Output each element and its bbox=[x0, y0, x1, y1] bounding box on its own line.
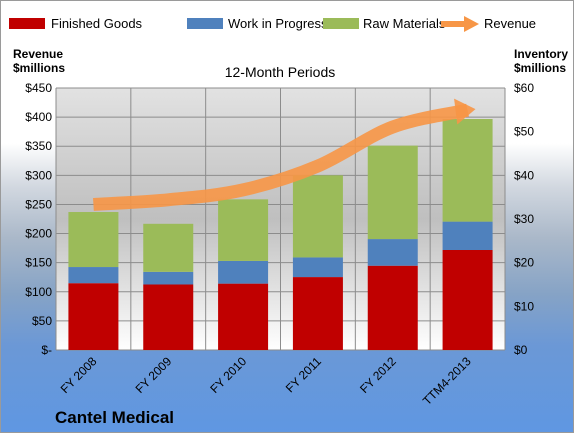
revenue-line-layer bbox=[93, 98, 476, 211]
bar-finished-goods bbox=[367, 265, 418, 350]
bar-raw-materials bbox=[367, 145, 418, 240]
bar-work-in-progress bbox=[143, 271, 194, 285]
left-tick-label: $100 bbox=[25, 285, 52, 299]
right-tick-label: $50 bbox=[514, 125, 534, 139]
company-name: Cantel Medical bbox=[55, 408, 174, 427]
left-tick-label: $250 bbox=[25, 197, 52, 211]
left-tick-label: $150 bbox=[25, 256, 52, 270]
left-tick-label: $50 bbox=[32, 314, 52, 328]
right-axis-title-line1: Inventory bbox=[514, 47, 568, 61]
x-tick-label: TTM4-2013 bbox=[420, 354, 474, 408]
bar-finished-goods bbox=[68, 283, 119, 350]
right-tick-label: $10 bbox=[514, 299, 534, 313]
legend-swatch-work-in-progress bbox=[187, 18, 223, 29]
bar-raw-materials bbox=[292, 175, 343, 258]
left-tick-label: $300 bbox=[25, 168, 52, 182]
left-tick-label: $350 bbox=[25, 139, 52, 153]
bar-finished-goods bbox=[218, 283, 269, 350]
left-axis-title-line2: $millions bbox=[13, 61, 65, 75]
right-axis-ticks: $0 $10 $20 $30 $40 $50 $60 bbox=[514, 81, 534, 357]
x-tick-label: FY 2009 bbox=[133, 354, 175, 396]
revenue-line bbox=[93, 103, 470, 211]
bar-raw-materials bbox=[143, 223, 194, 272]
bar-finished-goods bbox=[442, 250, 493, 350]
left-axis-ticks: $- $50 $100 $150 $200 $250 $300 $350 $400 $450 bbox=[25, 81, 52, 357]
right-axis-title-line2: $millions bbox=[514, 61, 566, 75]
left-tick-label: $450 bbox=[25, 81, 52, 95]
legend-swatch-finished-goods bbox=[9, 18, 45, 29]
left-tick-label: $400 bbox=[25, 110, 52, 124]
chart-subtitle: 12-Month Periods bbox=[225, 64, 336, 80]
x-tick-label: FY 2010 bbox=[207, 354, 249, 396]
left-axis-title-line1: Revenue bbox=[13, 47, 63, 61]
bar-work-in-progress bbox=[292, 257, 343, 278]
right-tick-label: $40 bbox=[514, 168, 534, 182]
bar-work-in-progress bbox=[218, 260, 269, 284]
bar-raw-materials bbox=[442, 119, 493, 222]
legend-swatch-raw-materials bbox=[323, 18, 359, 29]
bar-raw-materials bbox=[218, 199, 269, 261]
x-tick-label: FY 2008 bbox=[58, 354, 100, 396]
legend-label-work-in-progress: Work in Progress bbox=[228, 16, 328, 31]
right-tick-label: $30 bbox=[514, 212, 534, 226]
bar-finished-goods bbox=[143, 284, 194, 350]
bar-work-in-progress bbox=[367, 239, 418, 266]
legend-swatch-revenue bbox=[441, 16, 479, 32]
bar-finished-goods bbox=[292, 277, 343, 350]
right-tick-label: $60 bbox=[514, 81, 534, 95]
legend: Finished Goods Work in Progress Raw Mate… bbox=[9, 16, 536, 32]
bars bbox=[68, 119, 493, 350]
legend-label-finished-goods: Finished Goods bbox=[51, 16, 143, 31]
bar-raw-materials bbox=[68, 212, 119, 268]
bar-work-in-progress bbox=[442, 221, 493, 251]
x-tick-label: FY 2011 bbox=[283, 354, 324, 395]
right-tick-label: $0 bbox=[514, 343, 528, 357]
right-tick-label: $20 bbox=[514, 256, 534, 270]
left-tick-label: $- bbox=[41, 343, 52, 357]
legend-label-raw-materials: Raw Materials bbox=[363, 16, 446, 31]
x-tick-label: FY 2012 bbox=[357, 354, 399, 396]
x-axis-ticks: FY 2008 FY 2009 FY 2010 FY 2011 FY 2012 TTM4-… bbox=[58, 354, 474, 408]
left-tick-label: $200 bbox=[25, 227, 52, 241]
revenue-arrow-head bbox=[454, 98, 476, 125]
legend-label-revenue: Revenue bbox=[484, 16, 536, 31]
bar-work-in-progress bbox=[68, 267, 119, 284]
